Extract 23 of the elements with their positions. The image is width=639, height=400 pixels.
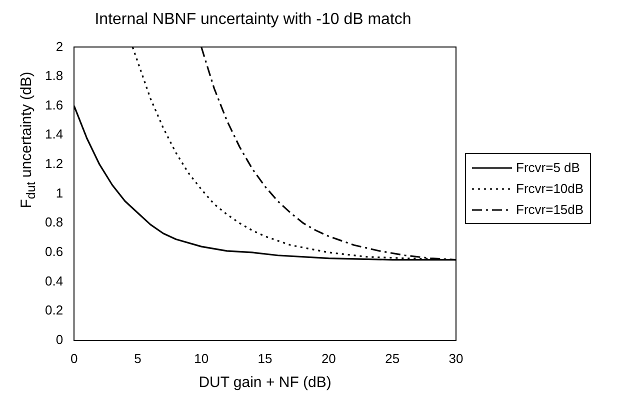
- x-tick-label: 0: [70, 350, 78, 366]
- y-tick-label: 1.8: [44, 68, 64, 84]
- x-tick-label: 10: [194, 350, 209, 366]
- x-tick-label: 30: [448, 350, 464, 366]
- y-tick-label: 0: [56, 332, 64, 347]
- legend-label: Frcvr=15dB: [516, 202, 584, 217]
- y-tick-label: 0.8: [44, 214, 64, 230]
- x-axis-title: DUT gain + NF (dB): [198, 374, 332, 392]
- legend-label: Frcvr=10dB: [516, 181, 584, 196]
- x-tick-label: 15: [258, 350, 272, 366]
- y-tick-label: 2: [56, 38, 64, 54]
- x-tick-label: 5: [134, 350, 142, 366]
- legend-label: Frcvr=5 dB: [516, 160, 580, 175]
- y-tick-label: 0.2: [44, 302, 64, 318]
- chart-title: Internal NBNF uncertainty with -10 dB match: [94, 11, 412, 28]
- x-tick-label: 25: [385, 350, 400, 366]
- x-tick-label: 20: [321, 350, 336, 366]
- y-tick-label: 1.4: [44, 126, 64, 142]
- y-tick-label: 1.2: [44, 156, 64, 172]
- y-tick-label: 1.6: [44, 97, 64, 112]
- y-tick-label: 0.6: [44, 244, 64, 260]
- y-tick-label: 0.4: [44, 273, 64, 288]
- y-tick-label: 1: [56, 185, 64, 200]
